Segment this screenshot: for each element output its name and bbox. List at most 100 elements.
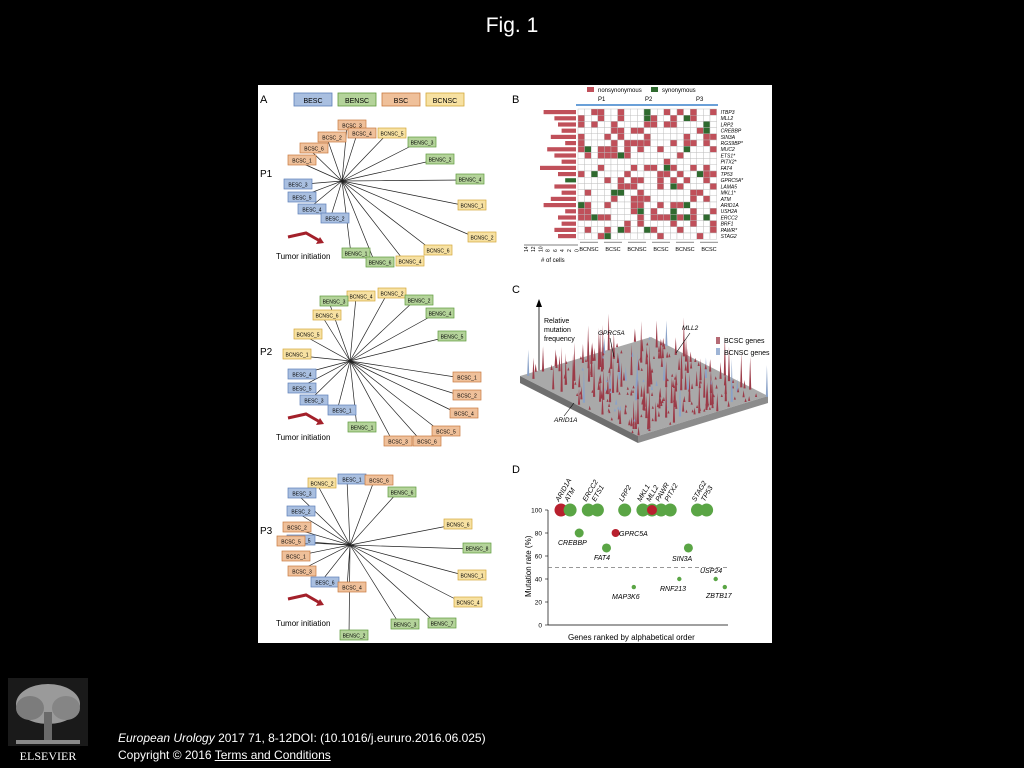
publisher-name: ELSEVIER <box>20 749 77 763</box>
heatmap-cell <box>643 139 651 147</box>
heatmap-cell <box>650 183 658 190</box>
mutation-spike <box>622 371 626 381</box>
heatmap-cell <box>624 158 632 165</box>
mutation-spike <box>690 401 693 405</box>
mutation-spike <box>674 371 678 392</box>
heatmap-cell <box>650 164 658 172</box>
tree-node-label: BCNSC_5 <box>296 333 319 339</box>
heatmap-cell <box>617 207 625 215</box>
mutation-spike <box>697 361 700 367</box>
heatmap-cell <box>670 108 678 116</box>
mutation-spike <box>618 391 621 395</box>
tree-node <box>383 435 413 447</box>
heatmap-cell <box>637 164 645 172</box>
heatmap-cell <box>663 183 671 190</box>
heatmap-cell <box>657 189 665 196</box>
mutation-spike <box>642 386 645 411</box>
tree-node-label: BCSC_1 <box>286 555 306 561</box>
tree-node <box>282 348 312 360</box>
heatmap-cell <box>617 226 625 234</box>
tree-node <box>431 425 461 437</box>
heatmap-cell <box>584 164 592 172</box>
tree-node-label: BENSC_2 <box>429 158 452 164</box>
mutation-spike <box>749 356 752 390</box>
heatmap-cell <box>597 170 605 178</box>
y-axis-ticks: 0 20 40 60 80 100 <box>531 508 548 630</box>
count-tick: 10 <box>538 246 544 252</box>
tree-node <box>347 421 377 433</box>
figure-panel: A B C D BESC BENSC BSC BCNSC BCSC_3 BCSC_2 BC… <box>258 85 772 643</box>
mutation-spike <box>714 376 717 380</box>
heatmap-cell <box>696 115 704 122</box>
tree-branch <box>349 360 460 415</box>
legend-label-bcnsc: BCNSC <box>433 98 458 105</box>
heatmap-cell <box>670 189 678 196</box>
heatmap-cell <box>670 195 678 203</box>
heatmap-cell <box>663 201 671 209</box>
mutation-spike <box>656 402 659 408</box>
heatmap-cell <box>703 195 711 203</box>
mutation-spike <box>624 405 627 415</box>
tree-node <box>327 404 357 416</box>
mutation-spike <box>591 389 594 393</box>
point-highlight-mll2 <box>647 505 657 515</box>
heatmap-cell <box>683 108 691 116</box>
tree-node <box>297 203 327 215</box>
heatmap-cell <box>577 121 585 128</box>
tree-branch <box>349 480 375 546</box>
terms-link[interactable]: Terms and Conditions <box>214 748 331 762</box>
cell-count-bar <box>547 147 576 152</box>
tree-node-label: BCSC_6 <box>304 147 324 153</box>
point-pitx2 <box>663 503 677 517</box>
cell-count-bar <box>540 165 576 170</box>
gene-label: ERCC2 <box>721 215 738 221</box>
heatmap-cell <box>610 108 618 116</box>
heatmap-cell <box>643 127 651 134</box>
heatmap-cell <box>670 207 678 215</box>
z-axis-label-2: mutation <box>544 327 571 334</box>
heatmap-cell <box>591 115 599 122</box>
mutation-spike <box>630 389 633 396</box>
copyright-text: Copyright © 2016 <box>118 748 215 762</box>
tree-node-label: BCSC_5 <box>436 430 456 436</box>
heatmap-cell <box>584 121 592 128</box>
heatmap-cell <box>690 115 698 122</box>
elsevier-logo: ELSEVIER <box>8 678 88 763</box>
heatmap-cell <box>630 195 638 203</box>
mutation-spike <box>609 373 612 389</box>
heatmap-cell <box>670 133 678 141</box>
tree-node-label: BCNSC_1 <box>460 204 483 210</box>
figure-svg: A B C D BESC BENSC BSC BCNSC BCSC_3BCSC_2BC… <box>260 87 770 642</box>
tree-node-label: BCSC_5 <box>281 540 301 546</box>
tree-node-label: BENSC_2 <box>408 299 431 305</box>
tree-node <box>425 153 455 165</box>
tree-node <box>423 244 453 256</box>
heatmap-cell <box>676 158 684 165</box>
heatmap-cell <box>584 127 592 134</box>
journal-name: European Urology <box>118 731 215 745</box>
heatmap-cell <box>657 127 665 134</box>
heatmap-cell <box>604 201 612 209</box>
mutation-spike <box>733 396 736 400</box>
heatmap-cell <box>584 232 592 240</box>
heatmap-cell <box>663 170 671 178</box>
cell-count-bar <box>554 153 576 158</box>
heatmap-cell <box>637 170 645 178</box>
heatmap-cell <box>696 146 704 153</box>
tree-node-label: BCNSC_6 <box>446 523 469 529</box>
heatmap-cell <box>663 127 671 134</box>
heatmap-cell <box>637 214 645 221</box>
heatmap-cell <box>703 170 711 178</box>
heatmap-cell <box>703 139 711 147</box>
y-axis-label: Mutation rate (%) <box>524 535 533 597</box>
tree-node <box>452 389 482 401</box>
heatmap-cell <box>630 207 638 215</box>
mutation-spike <box>731 385 735 389</box>
heatmap-cell <box>657 195 665 203</box>
heatmap-cell <box>643 207 651 215</box>
mutation-spike <box>696 404 699 409</box>
mutation-spike <box>645 394 648 419</box>
heatmap-cell <box>637 201 645 209</box>
tree-node <box>287 191 317 203</box>
